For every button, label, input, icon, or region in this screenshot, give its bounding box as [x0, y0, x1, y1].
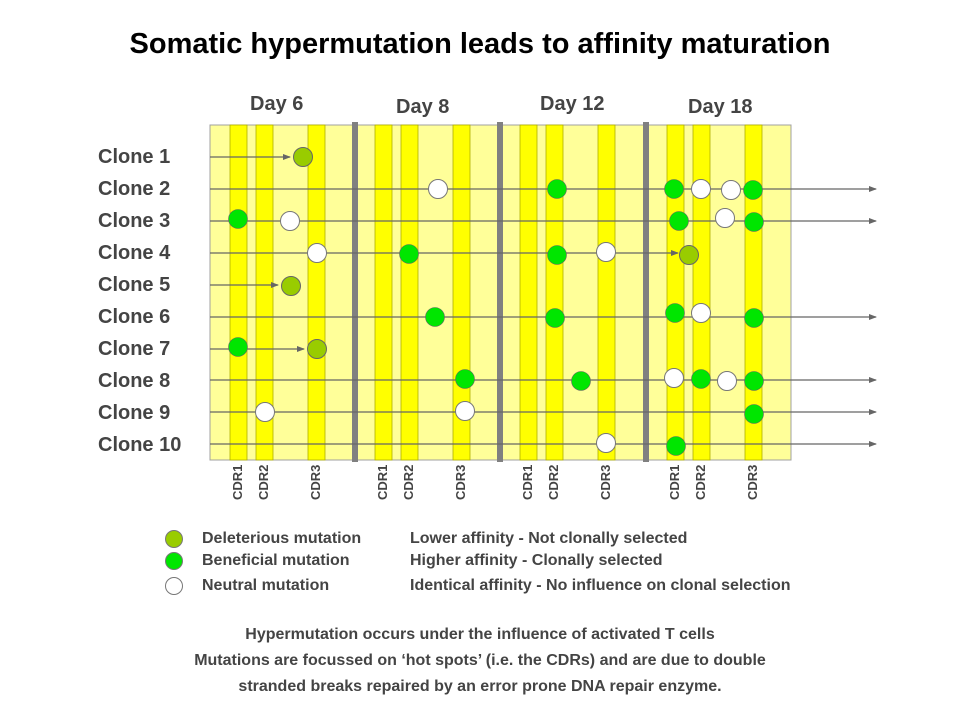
- legend-neutral-label: Neutral mutation: [202, 577, 330, 594]
- neutral-mutation: [307, 243, 327, 263]
- day-divider: [352, 122, 358, 462]
- neutral-mutation: [596, 433, 616, 453]
- deleterious-mutation: [307, 339, 327, 359]
- beneficial-mutation: [228, 337, 248, 357]
- cdr-band: [545, 124, 564, 461]
- clone-label-4: Clone 4: [98, 242, 171, 264]
- cdr-label: CDR2: [256, 464, 271, 500]
- beneficial-mutation: [666, 436, 686, 456]
- day-divider: [497, 122, 503, 462]
- footer-line-2: Mutations are focussed on ‘hot spots’ (i…: [194, 652, 766, 669]
- neutral-mutation: [664, 368, 684, 388]
- cdr-label: CDR1: [230, 464, 245, 500]
- cdr-band: [519, 124, 538, 461]
- beneficial-mutation: [744, 212, 764, 232]
- day-label-6: Day 6: [250, 93, 304, 115]
- page-title: Somatic hypermutation leads to affinity …: [129, 28, 831, 60]
- cdr-label: CDR3: [453, 464, 468, 500]
- cdr-band: [307, 124, 326, 461]
- deleterious-legend-icon: [165, 530, 183, 548]
- beneficial-legend-icon: [165, 552, 183, 570]
- cdr-label: CDR1: [667, 464, 682, 500]
- cdr-label: CDR2: [401, 464, 416, 500]
- clone-label-8: Clone 8: [98, 370, 171, 392]
- legend-neutral-meaning: Identical affinity - No influence on clo…: [410, 577, 791, 594]
- beneficial-mutation: [228, 209, 248, 229]
- deleterious-mutation: [293, 147, 313, 167]
- clone-label-10: Clone 10: [98, 434, 182, 456]
- clone-label-5: Clone 5: [98, 274, 171, 296]
- cdr-label: CDR3: [598, 464, 613, 500]
- footer-line-3: stranded breaks repaired by an error pro…: [238, 678, 722, 695]
- cdr-band: [374, 124, 393, 461]
- clone-label-3: Clone 3: [98, 210, 171, 232]
- neutral-mutation: [717, 371, 737, 391]
- clone-label-9: Clone 9: [98, 402, 171, 424]
- beneficial-mutation: [571, 371, 591, 391]
- beneficial-mutation: [669, 211, 689, 231]
- cdr-label: CDR3: [745, 464, 760, 500]
- clone-label-7: Clone 7: [98, 338, 171, 360]
- day-label-18: Day 18: [688, 96, 753, 118]
- neutral-mutation: [596, 242, 616, 262]
- neutral-mutation: [255, 402, 275, 422]
- beneficial-mutation: [664, 179, 684, 199]
- legend-beneficial-meaning: Higher affinity - Clonally selected: [410, 552, 663, 569]
- beneficial-mutation: [455, 369, 475, 389]
- neutral-mutation: [721, 180, 741, 200]
- beneficial-mutation: [744, 371, 764, 391]
- legend-deleterious-label: Deleterious mutation: [202, 530, 362, 547]
- clone-label-6: Clone 6: [98, 306, 171, 328]
- cdr-band: [692, 124, 711, 461]
- neutral-mutation: [715, 208, 735, 228]
- beneficial-mutation: [691, 369, 711, 389]
- day-label-12: Day 12: [540, 93, 605, 115]
- cdr-band: [229, 124, 248, 461]
- cdr-label: CDR3: [308, 464, 323, 500]
- beneficial-mutation: [547, 245, 567, 265]
- beneficial-mutation: [744, 308, 764, 328]
- clone-label-2: Clone 2: [98, 178, 171, 200]
- day-divider: [643, 122, 649, 462]
- deleterious-mutation: [281, 276, 301, 296]
- beneficial-mutation: [547, 179, 567, 199]
- cdr-band: [255, 124, 274, 461]
- day-label-8: Day 8: [396, 96, 450, 118]
- neutral-legend-icon: [165, 577, 183, 595]
- cdr-band: [597, 124, 616, 461]
- cdr-label: CDR1: [375, 464, 390, 500]
- beneficial-mutation: [665, 303, 685, 323]
- cdr-label: CDR1: [520, 464, 535, 500]
- neutral-mutation: [691, 179, 711, 199]
- beneficial-mutation: [545, 308, 565, 328]
- cdr-band: [666, 124, 685, 461]
- beneficial-mutation: [743, 180, 763, 200]
- cdr-label: CDR2: [693, 464, 708, 500]
- beneficial-mutation: [744, 404, 764, 424]
- cdr-label: CDR2: [546, 464, 561, 500]
- neutral-mutation: [455, 401, 475, 421]
- legend-deleterious-meaning: Lower affinity - Not clonally selected: [410, 530, 688, 547]
- neutral-mutation: [428, 179, 448, 199]
- cdr-band: [400, 124, 419, 461]
- beneficial-mutation: [399, 244, 419, 264]
- neutral-mutation: [280, 211, 300, 231]
- beneficial-mutation: [425, 307, 445, 327]
- legend-beneficial-label: Beneficial mutation: [202, 552, 350, 569]
- neutral-mutation: [691, 303, 711, 323]
- deleterious-mutation: [679, 245, 699, 265]
- footer-line-1: Hypermutation occurs under the influence…: [245, 626, 715, 643]
- clone-label-1: Clone 1: [98, 146, 171, 168]
